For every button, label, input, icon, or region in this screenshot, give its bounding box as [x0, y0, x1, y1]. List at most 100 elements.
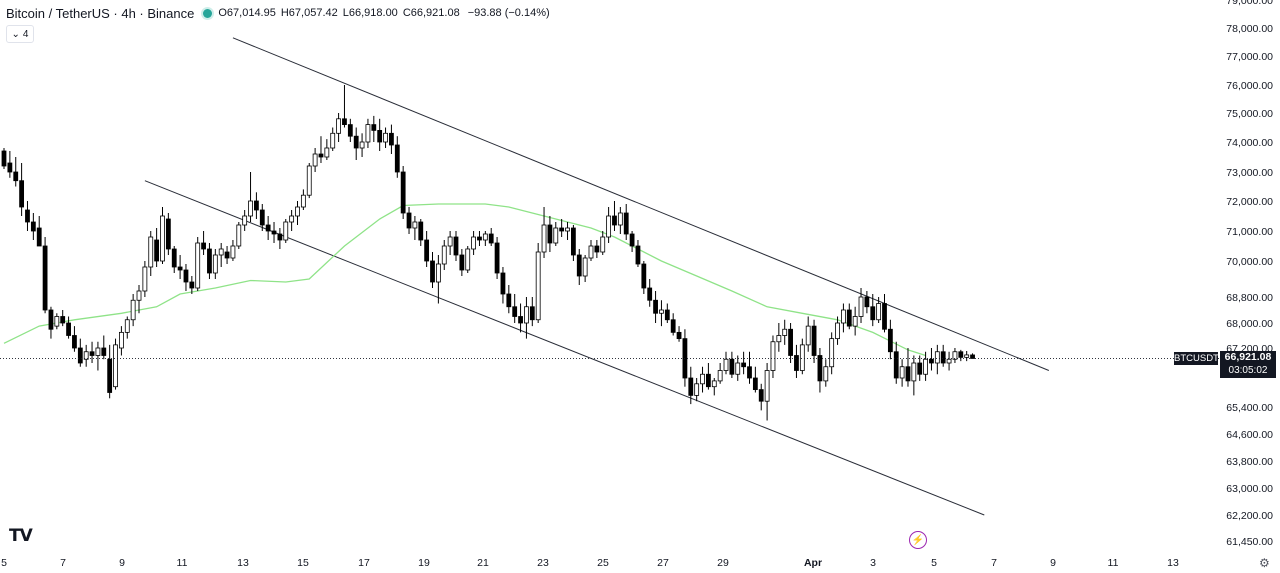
candle-body: [565, 227, 570, 232]
y-tick-label: 63,000.00: [1226, 483, 1273, 495]
candle: [430, 252, 435, 288]
candle-body: [612, 215, 617, 226]
candle-body: [829, 338, 835, 368]
lightning-icon[interactable]: ⚡: [909, 531, 927, 549]
candle: [183, 264, 189, 291]
candle-body: [535, 251, 541, 321]
chevron-down-icon: ⌄: [11, 28, 20, 40]
candle-body: [700, 373, 705, 385]
candle-body: [447, 236, 453, 247]
y-tick-label: 65,400.00: [1226, 402, 1273, 414]
candle-body: [670, 319, 676, 333]
candle-body: [306, 165, 312, 196]
candle: [741, 351, 747, 375]
candle: [371, 115, 377, 142]
candle-body: [418, 221, 424, 241]
y-tick-label: 75,000.00: [1226, 108, 1273, 120]
candle: [177, 255, 183, 279]
candle-body: [36, 227, 42, 247]
candle: [870, 294, 876, 327]
candle: [207, 243, 212, 279]
candle: [77, 338, 83, 367]
candle: [389, 124, 394, 154]
candle-body: [518, 316, 523, 324]
candle-body: [676, 331, 682, 340]
candle: [300, 189, 306, 210]
candle-body: [113, 344, 118, 388]
candle-body: [870, 306, 876, 321]
candle-body: [876, 303, 882, 321]
symbol-title[interactable]: Bitcoin / TetherUS · 4h · Binance: [6, 5, 195, 21]
candle: [318, 136, 324, 163]
candle: [917, 355, 923, 381]
candle-body: [353, 135, 359, 149]
market-status-icon[interactable]: [203, 8, 213, 18]
candle: [512, 294, 518, 323]
candle-body: [465, 248, 471, 271]
candle-body: [559, 227, 565, 232]
candle-body: [289, 215, 295, 223]
low-value: L66,918.00: [342, 7, 398, 19]
candle: [13, 157, 19, 187]
candle: [113, 338, 118, 390]
x-tick-label: 7: [60, 557, 66, 569]
candle-body: [430, 260, 435, 283]
candle-body: [811, 325, 817, 356]
candle: [582, 255, 588, 282]
candle-body: [119, 331, 124, 349]
candle-body: [60, 316, 66, 324]
candle: [940, 344, 946, 367]
legend-header[interactable]: Bitcoin / TetherUS · 4h · Binance O67,01…: [6, 4, 550, 22]
indicators-toggle-button[interactable]: ⌄ 4: [6, 25, 34, 43]
candle-body: [512, 306, 518, 317]
candle: [324, 139, 330, 160]
candle-body: [300, 194, 306, 208]
candle-body: [917, 362, 923, 375]
candle-body: [242, 215, 248, 226]
y-tick-label: 68,800.00: [1226, 292, 1273, 304]
candle-body: [623, 212, 629, 235]
candle: [230, 240, 236, 261]
candle-body: [606, 215, 612, 238]
candle-body: [177, 266, 183, 271]
candle: [160, 207, 165, 264]
candle: [336, 113, 341, 142]
candle: [459, 249, 465, 276]
candle: [594, 240, 600, 258]
y-tick-label: 64,600.00: [1226, 429, 1273, 441]
candle: [553, 222, 559, 246]
gear-icon[interactable]: ⚙: [1259, 556, 1270, 570]
x-tick-label: 29: [717, 557, 729, 569]
candle-body: [459, 254, 465, 271]
candle: [453, 231, 459, 261]
candle-body: [741, 362, 747, 368]
candle-body: [794, 355, 799, 371]
candle-body: [911, 362, 917, 382]
last-price-tag: 66,921.08 03:05:02: [1220, 351, 1276, 378]
candle: [518, 303, 523, 333]
candle: [136, 285, 142, 314]
candle-body: [19, 180, 25, 208]
candle: [700, 366, 705, 393]
candle-body: [130, 299, 136, 321]
last-price-value: 66,921.08: [1224, 351, 1272, 363]
candle: [899, 359, 905, 387]
candle-body: [136, 290, 142, 301]
candle: [506, 285, 512, 314]
candle-body: [570, 227, 576, 256]
tradingview-logo-icon[interactable]: TV: [9, 526, 33, 546]
candle-body: [318, 153, 324, 158]
candle-body: [688, 377, 694, 396]
candle: [277, 228, 283, 249]
candle: [165, 213, 171, 255]
x-tick-label: 3: [870, 557, 876, 569]
candle-body: [195, 242, 201, 289]
candle: [1, 148, 7, 169]
candle-body: [441, 245, 447, 265]
candle: [171, 246, 177, 273]
candle: [717, 363, 723, 384]
candle-body: [940, 351, 946, 364]
candle-body: [852, 316, 858, 327]
candle: [664, 303, 670, 323]
